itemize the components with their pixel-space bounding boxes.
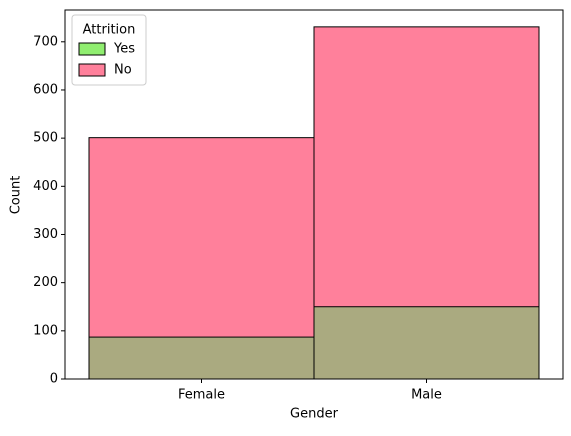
y-tick-label: 400 — [33, 179, 58, 194]
bar — [88, 336, 315, 380]
x-tick-label: Female — [178, 388, 225, 403]
legend-swatch — [78, 63, 106, 77]
bar — [313, 306, 540, 380]
y-tick-label: 0 — [50, 372, 58, 387]
legend-label: No — [114, 63, 132, 78]
y-tick-label: 700 — [33, 34, 58, 49]
x-tick-label: Male — [411, 388, 442, 403]
legend-title: Attrition — [83, 23, 136, 38]
legend-label: Yes — [113, 42, 135, 57]
y-tick-label: 200 — [33, 275, 58, 290]
plot-frame — [64, 9, 564, 380]
y-tick-label: 100 — [33, 323, 58, 338]
y-tick-label: 600 — [33, 82, 58, 97]
y-axis-label: Count — [9, 176, 24, 215]
x-axis-label: Gender — [290, 407, 339, 422]
y-tick-label: 300 — [33, 227, 58, 242]
legend-swatch — [78, 42, 106, 56]
y-tick-label: 500 — [33, 131, 58, 146]
